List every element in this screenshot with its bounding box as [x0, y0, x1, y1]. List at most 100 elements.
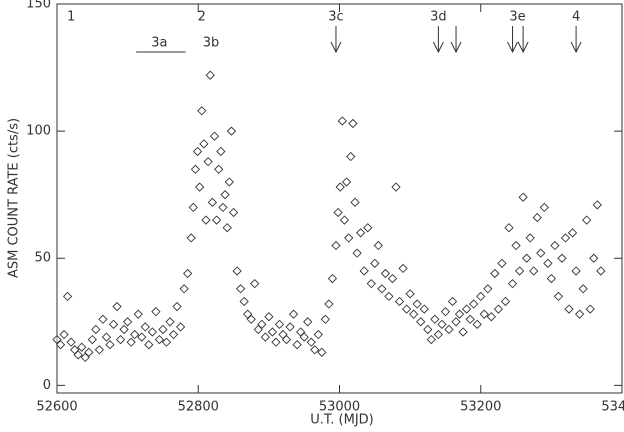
data-point [476, 291, 486, 302]
data-point [546, 273, 557, 284]
data-point [168, 329, 179, 340]
data-point [592, 200, 602, 210]
data-point [346, 151, 356, 162]
data-point [267, 327, 278, 337]
data-point [222, 223, 232, 233]
data-point [405, 289, 415, 299]
data-point [214, 164, 224, 174]
annotation-label: 3c [328, 10, 343, 25]
data-point [130, 329, 140, 340]
annotation-label: 4 [572, 10, 580, 25]
x-tick-label: 53000 [319, 400, 360, 415]
data-point [310, 345, 320, 355]
data-point [564, 304, 574, 314]
data-point [514, 266, 525, 276]
data-point [292, 340, 302, 350]
data-point [339, 215, 350, 225]
data-point [59, 329, 69, 340]
data-point [165, 317, 175, 327]
data-point [363, 223, 373, 233]
x-tick-label: 53400 [601, 400, 624, 415]
data-point [384, 291, 394, 302]
data-point [122, 317, 133, 327]
data-point [585, 304, 595, 314]
x-tick-label: 52800 [178, 400, 219, 415]
data-point [264, 312, 274, 322]
data-point [320, 314, 331, 324]
data-point [366, 279, 376, 289]
data-point [582, 215, 592, 225]
data-point [105, 340, 115, 350]
data-point [504, 223, 514, 233]
annotation-label: 3d [430, 10, 447, 25]
y-axis-label: ASM COUNT RATE (cts/s) [7, 118, 22, 278]
data-point [553, 291, 564, 302]
data-point [183, 268, 193, 279]
data-point [536, 248, 546, 258]
arrow [570, 26, 582, 54]
data-point [557, 253, 567, 263]
data-point [430, 314, 440, 324]
data-point [522, 253, 532, 263]
arrow [450, 26, 462, 54]
data-point [560, 233, 571, 243]
data-point [398, 263, 408, 274]
data-point [486, 312, 496, 322]
data-point [226, 126, 237, 136]
data-point [207, 197, 218, 207]
data-point [574, 309, 585, 319]
y-tick-label: 150 [26, 0, 51, 12]
data-point [333, 207, 343, 218]
data-point [483, 284, 493, 294]
data-point [472, 319, 482, 329]
data-point [458, 327, 468, 337]
annotation-label: 3a [151, 36, 167, 51]
data-point [199, 139, 209, 149]
data-point [172, 301, 182, 312]
data-point [518, 192, 528, 202]
data-point [447, 296, 458, 307]
data-point [239, 296, 249, 307]
data-point [532, 212, 542, 223]
data-point [108, 319, 119, 329]
data-point [335, 182, 345, 192]
data-point [218, 202, 228, 213]
data-point [112, 301, 122, 312]
data-point [203, 156, 213, 167]
data-point [257, 319, 267, 329]
data-point [454, 309, 465, 319]
data-point [140, 322, 150, 332]
arrow [330, 26, 342, 54]
data-point [327, 273, 338, 284]
annotation-label: 3b [203, 36, 220, 51]
y-tick-label: 50 [34, 251, 51, 266]
data-point [62, 291, 73, 302]
data-point [317, 347, 327, 357]
data-point [497, 258, 507, 268]
y-tick-label: 0 [43, 378, 51, 393]
data-point [288, 309, 299, 319]
arrow [432, 26, 444, 54]
data-point [306, 337, 316, 347]
data-point [195, 182, 205, 192]
annotation-label: 3e [509, 10, 525, 25]
data-point [101, 332, 112, 342]
data-point [423, 324, 433, 335]
data-point [250, 279, 260, 289]
data-point [507, 279, 518, 289]
data-point [303, 317, 313, 327]
data-point [235, 284, 246, 294]
data-point [461, 304, 472, 314]
data-point [409, 309, 419, 319]
data-point [216, 146, 226, 157]
data-point [359, 266, 369, 276]
data-point [490, 268, 500, 279]
annotation-label: 1 [67, 10, 75, 25]
data-point [211, 215, 222, 225]
data-point [331, 240, 341, 251]
data-point [465, 314, 475, 324]
data-point [91, 324, 101, 335]
data-point [440, 307, 451, 317]
data-point [84, 347, 94, 357]
data-point [348, 118, 358, 129]
